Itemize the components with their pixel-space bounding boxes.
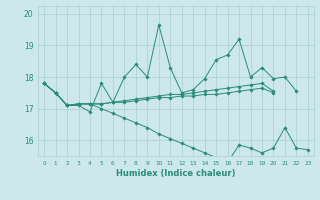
X-axis label: Humidex (Indice chaleur): Humidex (Indice chaleur) <box>116 169 236 178</box>
